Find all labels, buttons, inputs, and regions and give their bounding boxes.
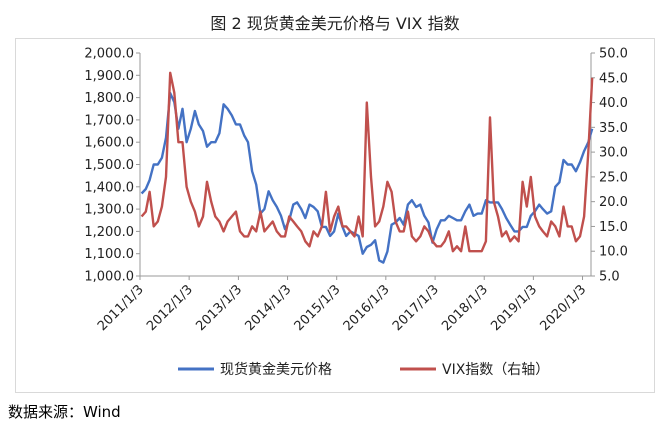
- left-axis-tick-label: 1,200.0: [84, 225, 134, 240]
- x-axis-tick-label: 2019/1/3: [488, 282, 540, 334]
- left-axis-tick-label: 1,500.0: [84, 158, 134, 173]
- right-axis-tick-label: 5.0: [599, 270, 620, 285]
- right-axis-tick-label: 15.0: [599, 220, 628, 235]
- legend-label: VIX指数（右轴）: [442, 362, 549, 378]
- right-axis-tick-label: 20.0: [599, 195, 628, 210]
- vix-line: [140, 71, 594, 253]
- x-axis-tick-label: 2017/1/3: [390, 282, 442, 334]
- x-axis-tick-label: 2011/1/3: [95, 282, 147, 334]
- legend-label: 现货黄金美元价格: [220, 361, 332, 378]
- x-axis-tick-label: 2016/1/3: [341, 282, 393, 334]
- right-axis-tick-label: 35.0: [599, 121, 628, 136]
- chart-title: 图 2 现货黄金美元价格与 VIX 指数: [210, 14, 460, 33]
- left-axis-tick-label: 1,600.0: [84, 136, 134, 151]
- x-axis-tick-label: 2013/1/3: [193, 282, 245, 334]
- x-axis-tick-label: 2020/1/3: [537, 282, 589, 334]
- gold-price-line: [140, 91, 594, 264]
- left-axis-tick-label: 1,400.0: [84, 180, 134, 195]
- x-axis-tick-label: 2018/1/3: [439, 282, 491, 334]
- right-axis-tick-label: 40.0: [599, 96, 628, 111]
- left-axis-tick-label: 1,900.0: [84, 69, 134, 84]
- right-axis-tick-label: 50.0: [599, 47, 628, 62]
- left-axis-tick-label: 2,000.0: [84, 47, 134, 62]
- x-axis-tick-label: 2014/1/3: [242, 282, 294, 334]
- x-axis-tick-label: 2012/1/3: [144, 282, 196, 334]
- right-axis-tick-label: 25.0: [599, 170, 628, 185]
- chart-plot: 1,000.0 1,100.0 1,200.0 1,300.0 1,400.0 1,500…: [84, 47, 628, 379]
- left-axis-tick-label: 1,100.0: [84, 247, 134, 262]
- right-axis-tick-label: 45.0: [599, 71, 628, 86]
- source-note: 数据来源：Wind: [8, 403, 121, 421]
- left-axis-tick-label: 1,700.0: [84, 113, 134, 128]
- x-axis-tick-label: 2015/1/3: [292, 282, 344, 334]
- left-axis-tick-label: 1,000.0: [84, 270, 134, 285]
- right-axis-tick-label: 10.0: [599, 245, 628, 260]
- chart-frame: 1,000.0 1,100.0 1,200.0 1,300.0 1,400.0 1,500…: [15, 38, 655, 393]
- left-axis-tick-label: 1,300.0: [84, 203, 134, 218]
- right-axis-tick-label: 30.0: [599, 146, 628, 161]
- left-axis-tick-label: 1,800.0: [84, 91, 134, 106]
